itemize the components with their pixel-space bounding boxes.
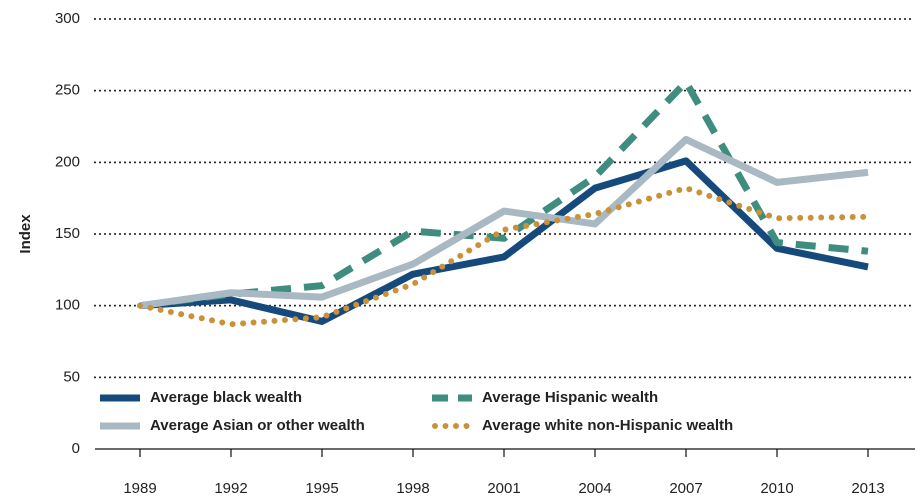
x-tick-label: 1992 [214, 480, 247, 496]
x-tick-label: 2010 [760, 480, 793, 496]
series-line [139, 157, 869, 325]
legend-label: Average Hispanic wealth [482, 389, 658, 406]
x-tick-label: 1995 [305, 480, 338, 496]
x-tick-label: 1998 [396, 480, 429, 496]
legend-label: Average black wealth [150, 389, 302, 406]
y-tick-label: 200 [55, 153, 80, 170]
y-axis-title: Index [17, 214, 34, 254]
y-tick-label: 150 [55, 225, 80, 242]
x-tick-label: 2007 [669, 480, 702, 496]
x-tick-label: 1989 [123, 480, 156, 496]
series-line [139, 78, 869, 310]
y-tick-label: 50 [63, 368, 80, 385]
x-tick-label: 2013 [851, 480, 884, 496]
x-tick-label: 2004 [578, 480, 611, 496]
series-line [139, 135, 869, 310]
y-tick-label: 100 [55, 297, 80, 314]
legend-label: Average Asian or other wealth [150, 417, 365, 434]
y-tick-label: 250 [55, 82, 80, 99]
series-line [137, 185, 871, 328]
y-tick-label: 300 [55, 10, 80, 27]
legend-label: Average white non-Hispanic wealth [482, 417, 733, 434]
y-tick-label: 0 [72, 440, 80, 457]
x-tick-label: 2001 [487, 480, 520, 496]
